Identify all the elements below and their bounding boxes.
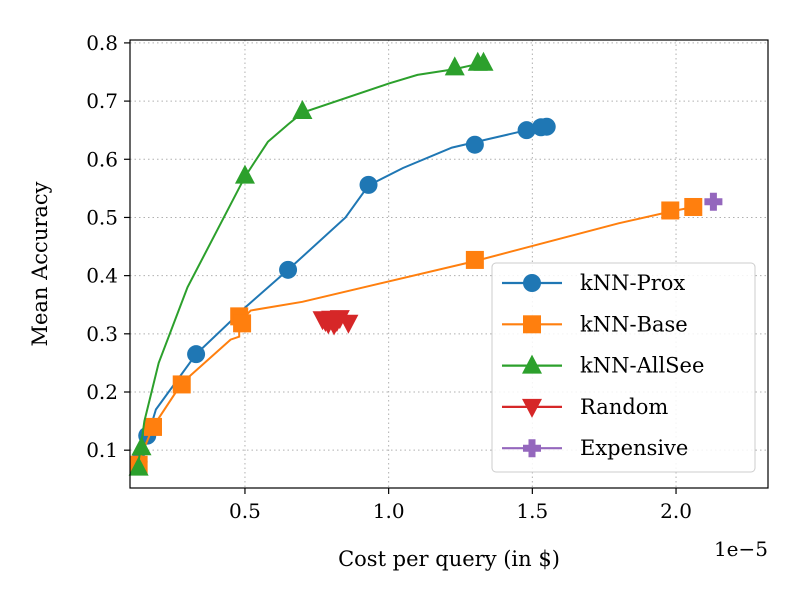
x-axis-label: Cost per query (in $)	[338, 547, 560, 571]
y-tick-label: 0.4	[86, 264, 118, 288]
legend-marker-knn-base	[523, 315, 541, 334]
data-point-knn-base	[684, 197, 703, 216]
data-point-knn-allsee	[234, 164, 255, 184]
legend-label-knn-allsee: kNN-AllSee	[580, 354, 704, 378]
x-tick-label: 1.0	[373, 499, 405, 523]
legend-label-knn-base: kNN-Base	[580, 312, 688, 336]
legend-marker-knn-prox	[523, 274, 541, 292]
y-tick-label: 0.5	[86, 205, 118, 229]
legend-label-expensive: Expensive	[580, 436, 688, 460]
x-tick-label: 0.5	[229, 499, 261, 523]
y-axis-label: Mean Accuracy	[28, 181, 52, 346]
data-point-expensive	[704, 192, 723, 211]
x-tick-label: 1.5	[516, 499, 548, 523]
data-point-random	[338, 314, 359, 334]
y-tick-label: 0.1	[86, 438, 118, 462]
legend-label-knn-prox: kNN-Prox	[580, 271, 685, 295]
y-tick-label: 0.2	[86, 380, 118, 404]
x-tick-label: 2.0	[660, 499, 692, 523]
y-tick-label: 0.7	[86, 89, 118, 113]
data-point-knn-base	[143, 417, 162, 436]
data-point-knn-prox	[279, 260, 298, 279]
data-point-knn-allsee	[292, 99, 313, 119]
data-point-knn-allsee	[444, 56, 465, 76]
data-point-knn-allsee	[131, 436, 152, 456]
plot-area	[128, 51, 723, 476]
legend-label-random: Random	[580, 395, 668, 419]
x-offset-label: 1e−5	[714, 537, 768, 561]
legend: kNN-Prox kNN-Base kNN-AllSee Random Expensiv…	[491, 262, 756, 473]
data-point-knn-prox	[359, 175, 378, 194]
data-point-knn-prox	[517, 121, 536, 140]
legend-marker-knn-allsee	[522, 354, 542, 374]
y-tick-label: 0.3	[86, 322, 118, 346]
plot-frame	[129, 39, 769, 489]
data-point-knn-base	[233, 314, 252, 333]
y-tick-label: 0.6	[86, 147, 118, 171]
data-point-knn-prox	[537, 117, 556, 136]
series-random	[312, 310, 359, 336]
data-point-knn-base	[465, 250, 484, 269]
axis-ticks: 0.5 1.0 1.5 2.0 0.1 0.2 0.3 0.4 0.5 0.6 0.7 0.8	[86, 31, 692, 523]
legend-marker-random	[522, 398, 542, 418]
series-line-knn-prox	[137, 126, 547, 463]
legend-marker-expensive	[523, 439, 541, 458]
data-point-knn-allsee	[473, 51, 494, 71]
data-point-knn-prox	[187, 345, 206, 364]
series-expensive	[704, 192, 723, 211]
legend-frame	[491, 262, 756, 473]
data-point-knn-prox	[465, 135, 484, 154]
series-line-knn-allsee	[137, 62, 481, 462]
data-point-knn-base	[172, 375, 191, 394]
data-point-knn-base	[661, 201, 680, 220]
series-knn-allsee	[128, 51, 494, 476]
data-point-knn-allsee	[128, 456, 149, 476]
y-tick-label: 0.8	[86, 31, 118, 55]
series-knn-base	[129, 197, 703, 474]
